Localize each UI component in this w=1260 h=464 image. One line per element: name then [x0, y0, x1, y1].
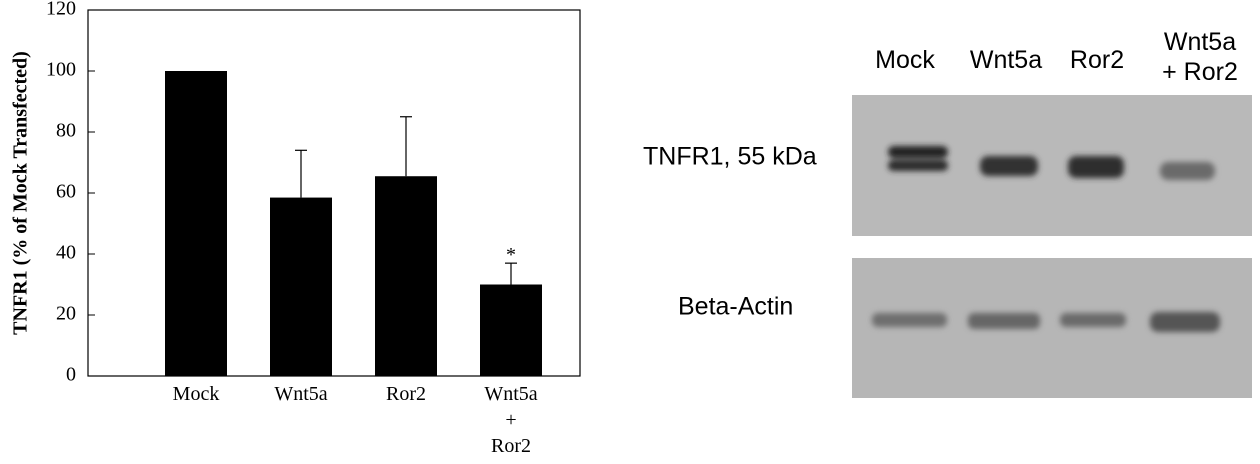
y-tick-label: 40 — [56, 242, 76, 264]
bar — [165, 71, 227, 376]
blot-row-label: TNFR1, 55 kDa — [643, 143, 817, 171]
bands — [872, 146, 1220, 332]
y-tick-label: 120 — [46, 0, 76, 20]
blot-column-label: Mock — [875, 46, 935, 74]
blot-column-label: Wnt5a + Ror2 — [1162, 28, 1238, 86]
blot-panels — [852, 95, 1252, 398]
bar — [375, 176, 437, 376]
y-tick-label: 0 — [66, 364, 76, 386]
y-axis-label: TNFR1 (% of Mock Transfected) — [10, 51, 32, 335]
x-tick-label: Wnt5a + Ror2 — [484, 383, 537, 457]
bar — [480, 284, 542, 376]
x-tick-label: Wnt5a — [274, 383, 327, 405]
bar — [270, 197, 332, 376]
y-tick-label: 20 — [56, 303, 76, 325]
annotation: * — [506, 244, 516, 266]
blot-column-label: Wnt5a — [970, 46, 1042, 74]
blot-column-label: Ror2 — [1070, 46, 1124, 74]
y-tick-label: 80 — [56, 120, 76, 142]
blot-row-label: Beta-Actin — [678, 293, 793, 321]
y-tick-label: 60 — [56, 181, 76, 203]
y-tick-label: 100 — [46, 59, 76, 81]
x-tick-label: Ror2 — [386, 383, 426, 405]
x-tick-label: Mock — [173, 383, 220, 405]
